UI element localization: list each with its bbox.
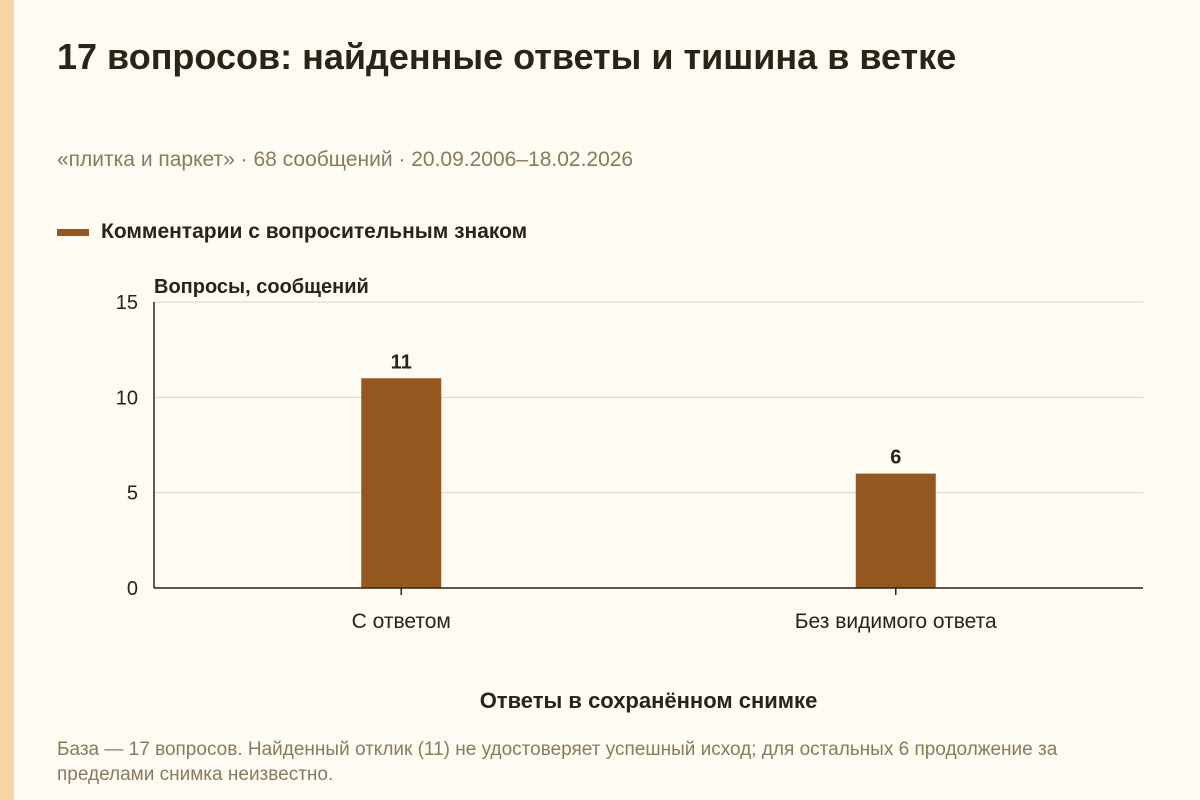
footnote: База — 17 вопросов. Найденный отклик (11… <box>57 739 1058 785</box>
legend-label: Комментарии с вопросительным знаком <box>101 220 528 243</box>
left-accent-stripe <box>0 0 14 800</box>
gridlines <box>154 301 1143 494</box>
data-label: 11 <box>391 351 412 373</box>
y-tick-label: 10 <box>116 387 138 409</box>
legend: Комментарии с вопросительным знаком <box>57 220 527 244</box>
bar <box>855 473 936 588</box>
x-tick-label: Без видимого ответа <box>795 610 997 633</box>
axes <box>153 302 1143 595</box>
y-axis-title: Вопросы, сообщений <box>154 276 369 298</box>
y-tick-label: 15 <box>116 292 138 314</box>
y-tick-label: 5 <box>127 483 138 505</box>
chart-title: 17 вопросов: найденные ответы и тишина в… <box>57 36 957 77</box>
data-label: 6 <box>890 447 901 469</box>
bars <box>361 378 936 588</box>
bar <box>361 378 442 588</box>
y-tick-label: 0 <box>127 578 138 600</box>
legend-swatch <box>57 228 89 236</box>
labels: 0 5 10 15 11 С ответом 6 Без видимого ответа <box>116 292 997 633</box>
x-axis-title: Ответы в сохранённом снимке <box>480 688 818 713</box>
chart-subtitle: «плитка и паркет» · 68 сообщений · 20.09… <box>57 148 634 171</box>
x-tick-label: С ответом <box>352 610 451 633</box>
